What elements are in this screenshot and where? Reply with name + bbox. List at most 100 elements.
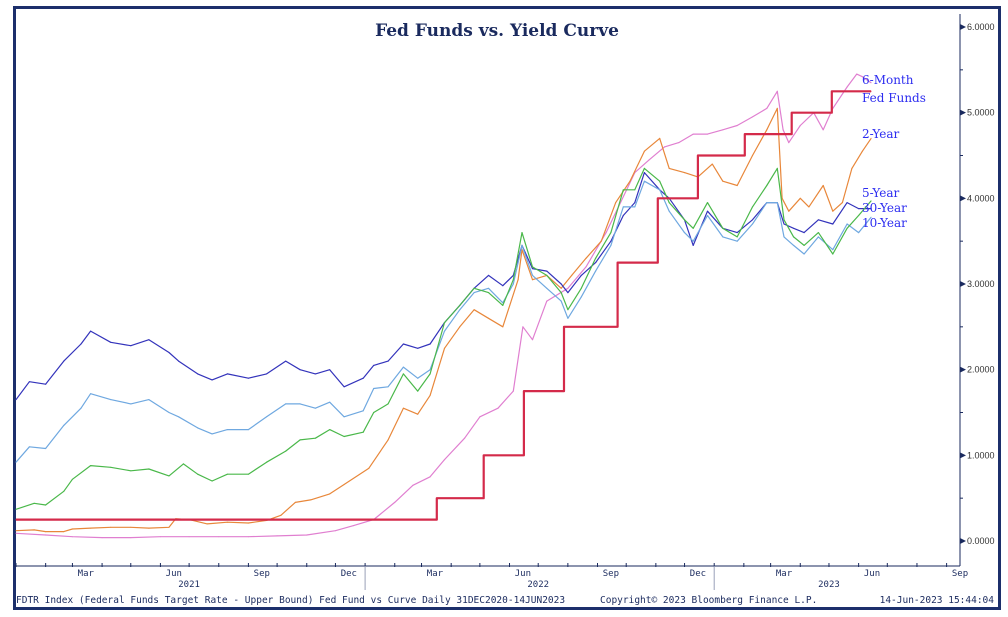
x-tick-label: Sep xyxy=(952,569,968,579)
y-tick-label: 0.0000 xyxy=(967,536,995,546)
x-tick-label: Jun xyxy=(864,569,880,579)
data-point-10-year xyxy=(473,292,475,294)
data-point-6-month xyxy=(45,534,47,536)
data-point-2-year xyxy=(870,137,872,139)
data-point-6-month xyxy=(276,535,278,537)
data-point-10-year xyxy=(148,399,150,401)
data-point-10-year xyxy=(226,429,228,431)
data-point-10-year xyxy=(373,387,375,390)
data-point-10-year xyxy=(443,330,446,332)
data-point-5-year xyxy=(211,480,213,482)
data-point-5-year xyxy=(512,279,514,281)
data-point-10-year xyxy=(387,386,389,388)
data-point-fed-funds xyxy=(483,454,485,456)
data-point-2-year xyxy=(517,279,519,281)
data-point-10-year xyxy=(751,223,754,225)
data-point-2-year xyxy=(560,287,562,289)
footer-timestamp: 14-Jun-2023 15:44:04 xyxy=(880,595,995,606)
data-point-6-month xyxy=(443,459,446,461)
data-point-2-year xyxy=(110,526,112,528)
series-line-2-year xyxy=(15,107,872,533)
data-point-6-month xyxy=(464,437,466,439)
year-label: 2021 xyxy=(178,580,200,590)
data-point-10-year xyxy=(266,416,268,418)
data-point-30-year xyxy=(736,232,738,234)
legend-label-2-year: 2-Year xyxy=(862,127,900,141)
data-point-30-year xyxy=(197,373,199,375)
data-point-30-year xyxy=(595,262,597,264)
data-point-6-month xyxy=(861,76,864,78)
y-tick-marker xyxy=(960,281,966,287)
y-tick-marker xyxy=(960,195,966,202)
data-point-30-year xyxy=(285,360,287,362)
data-point-5-year xyxy=(285,450,287,452)
data-point-30-year xyxy=(110,341,112,343)
data-point-10-year xyxy=(247,429,249,431)
data-point-5-year xyxy=(362,431,364,433)
data-point-6-month xyxy=(751,116,754,118)
data-point-5-year xyxy=(314,437,316,439)
data-point-10-year xyxy=(846,223,848,225)
data-point-10-year xyxy=(197,427,199,429)
data-point-fed-funds xyxy=(831,90,833,92)
data-point-2-year xyxy=(668,167,670,169)
data-point-6-month xyxy=(799,124,801,127)
data-point-30-year xyxy=(487,274,490,276)
data-point-10-year xyxy=(783,236,785,238)
data-point-10-year xyxy=(560,300,562,302)
data-point-5-year xyxy=(90,465,92,467)
series-line-5-year xyxy=(15,167,872,510)
data-point-10-year xyxy=(285,403,287,405)
data-point-30-year xyxy=(329,369,331,371)
data-point-5-year xyxy=(751,206,754,208)
data-point-fed-funds xyxy=(791,112,793,114)
data-point-30-year xyxy=(362,377,364,379)
data-point-30-year xyxy=(502,285,504,287)
data-point-5-year xyxy=(776,167,778,169)
data-point-10-year xyxy=(512,283,514,285)
data-point-6-month xyxy=(71,536,73,538)
data-point-10-year xyxy=(546,287,548,289)
data-point-6-month xyxy=(334,530,336,532)
data-point-30-year xyxy=(622,214,624,217)
data-point-6-month xyxy=(512,390,514,392)
y-tick-label: 3.0000 xyxy=(967,279,995,289)
data-point-2-year xyxy=(841,202,844,204)
legend-label-30-year: 30-Year xyxy=(862,201,907,215)
data-point-2-year xyxy=(280,514,282,516)
data-point-30-year xyxy=(314,373,316,375)
data-point-6-month xyxy=(788,142,790,144)
data-point-5-year xyxy=(148,468,150,470)
data-point-2-year xyxy=(751,154,754,157)
y-tick-marker xyxy=(960,24,966,30)
data-point-10-year xyxy=(80,407,82,409)
data-point-10-year xyxy=(817,236,820,238)
data-point-5-year xyxy=(858,214,860,217)
data-point-5-year xyxy=(443,322,446,324)
data-point-fed-funds xyxy=(15,519,17,521)
data-point-10-year xyxy=(858,232,860,234)
data-point-5-year xyxy=(168,475,170,477)
legend: 6-Month Fed Funds 2-Year 5-Year30-Year10-Ye… xyxy=(862,73,926,230)
data-point-5-year xyxy=(429,373,431,375)
data-point-5-year xyxy=(402,373,404,375)
data-point-5-year xyxy=(487,292,490,294)
footer-copyright: Copyright© 2023 Bloomberg Finance L.P. xyxy=(600,595,817,606)
data-point-5-year xyxy=(610,232,612,234)
data-point-30-year xyxy=(266,373,268,375)
year-label: 2022 xyxy=(527,580,549,590)
y-tick-marker xyxy=(960,452,966,459)
data-point-30-year xyxy=(783,223,785,225)
data-point-5-year xyxy=(659,180,661,182)
data-point-10-year xyxy=(28,446,30,448)
data-point-6-month xyxy=(306,534,308,536)
data-point-5-year xyxy=(130,470,132,472)
data-point-5-year xyxy=(546,274,548,276)
data-point-2-year xyxy=(226,521,228,523)
data-point-5-year xyxy=(343,435,345,438)
data-point-2-year xyxy=(808,206,810,208)
data-point-2-year xyxy=(736,184,738,187)
x-tick-label: Dec xyxy=(341,569,357,579)
data-point-10-year xyxy=(429,369,431,371)
data-point-10-year xyxy=(706,214,709,217)
